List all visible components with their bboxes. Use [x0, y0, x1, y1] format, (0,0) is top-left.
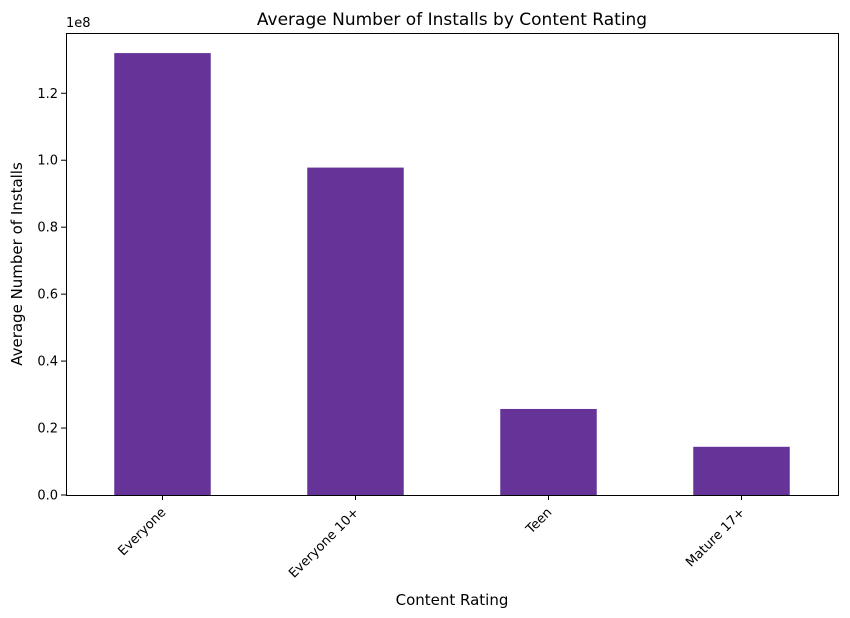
- x-axis-label: Content Rating: [396, 591, 509, 609]
- bar-teen: [500, 408, 597, 495]
- plot-frame: [66, 33, 839, 496]
- y-tick-label: 0.0: [37, 489, 58, 504]
- y-tick-label: 1.2: [37, 87, 58, 102]
- y-tick-label: 0.4: [37, 355, 58, 370]
- bars-group: [114, 53, 790, 496]
- bar-everyone: [114, 53, 211, 496]
- y-axis-label: Average Number of Installs: [8, 162, 26, 366]
- y-axis-offset-label: 1e8: [66, 16, 91, 31]
- x-tick-label: Everyone 10+: [286, 505, 362, 581]
- bar-mature-17: [693, 446, 790, 495]
- y-tick-label: 0.8: [37, 221, 58, 236]
- x-tick-label: Mature 17+: [683, 505, 748, 570]
- y-tick-label: 1.0: [37, 154, 58, 169]
- chart-title: Average Number of Installs by Content Ra…: [257, 10, 647, 30]
- x-tick-label: Everyone: [115, 505, 169, 559]
- y-axis: 0.0 0.2 0.4 0.6 0.8 1.0 1.2: [37, 87, 66, 504]
- y-tick-label: 0.6: [37, 288, 58, 303]
- y-tick-label: 0.2: [37, 422, 58, 437]
- x-tick-label: Teen: [523, 505, 556, 538]
- bar-everyone-10: [307, 167, 404, 495]
- x-axis: Everyone Everyone 10+ Teen Mature 17+: [115, 495, 748, 581]
